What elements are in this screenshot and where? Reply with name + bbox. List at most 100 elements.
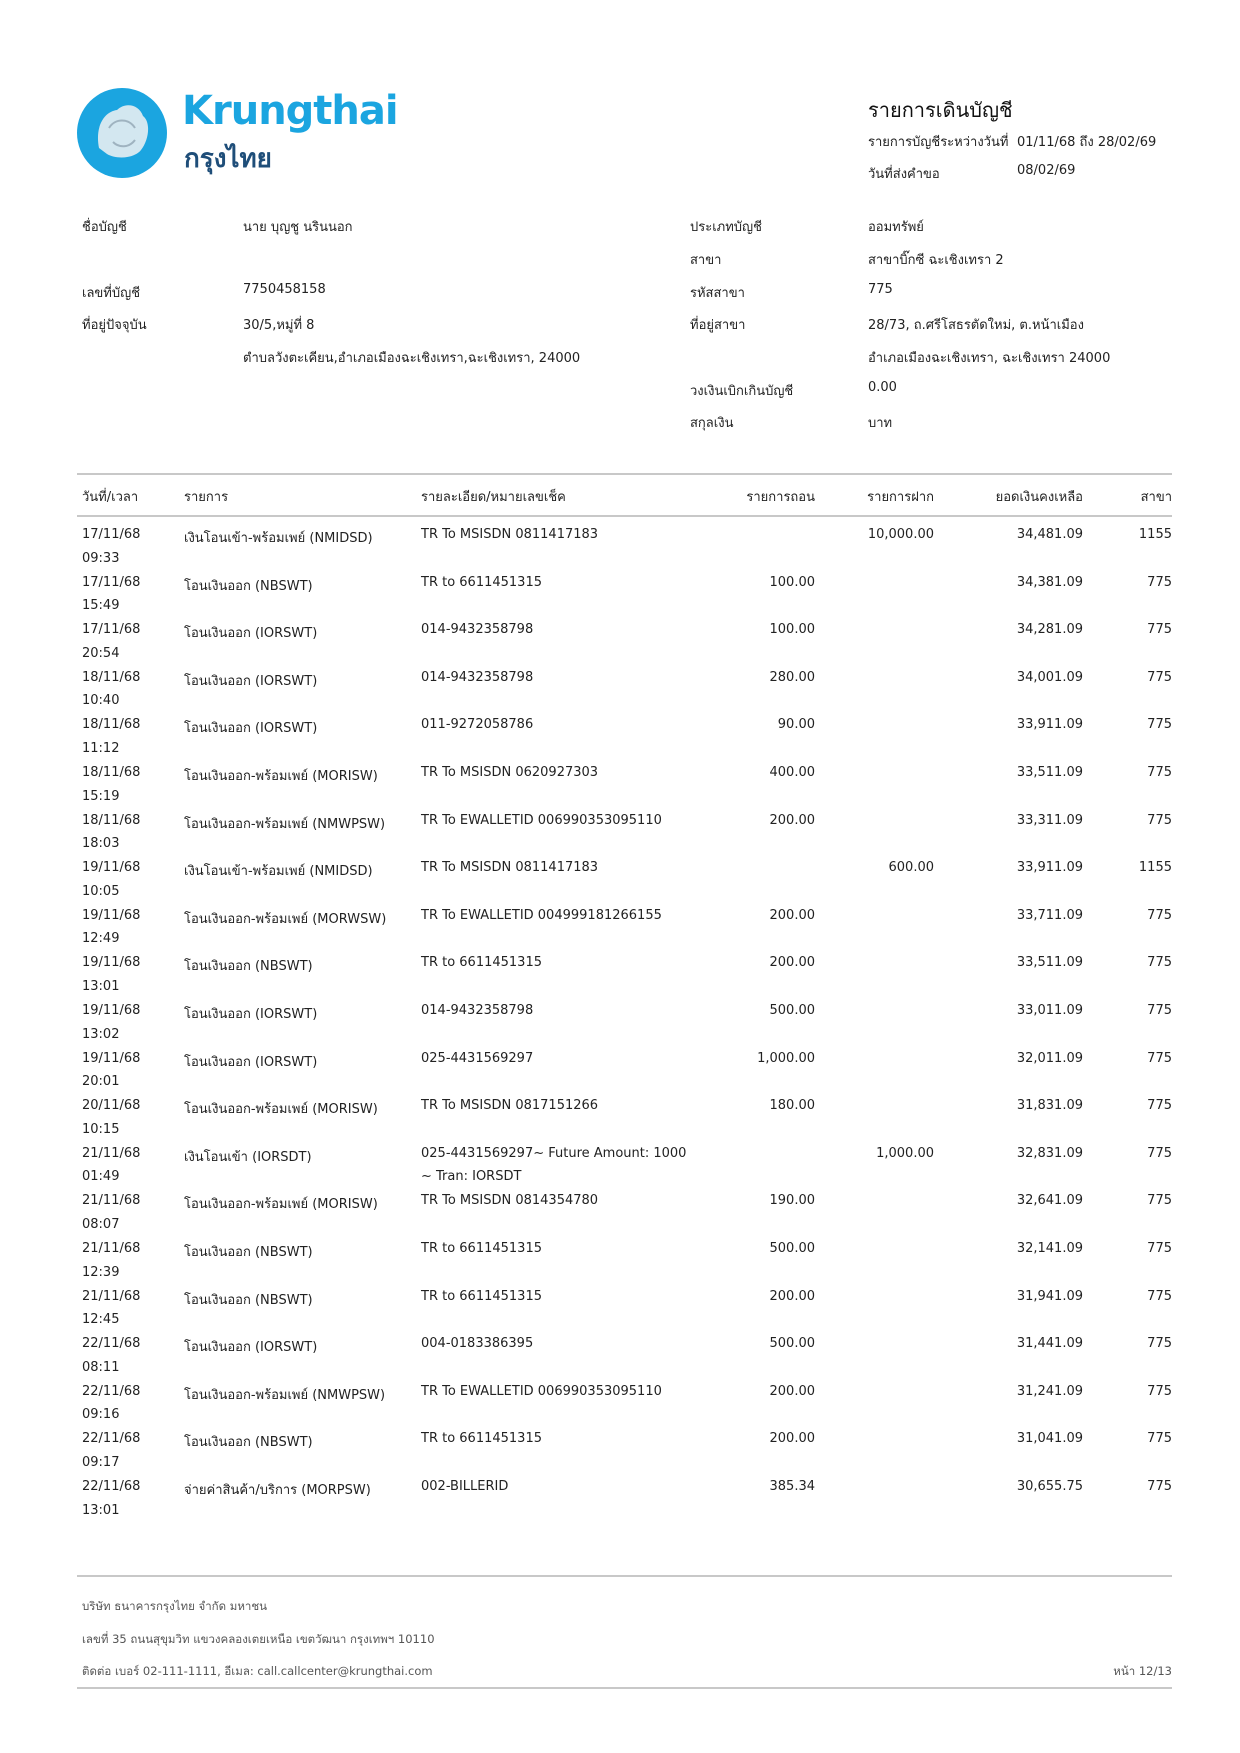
row-date: 21/11/68 [82,1241,141,1256]
table-row: 17/11/68 15:49 โอนเงินออก (NBSWT) TR to 661… [0,575,1240,623]
account-number-label: เลขที่บัญชี [82,286,141,301]
row-balance: 33,711.09 [1016,907,1083,923]
row-time: 10:40 [82,693,120,709]
row-detail: 025-4431569297 [421,1050,534,1066]
row-detail: TR To EWALLETID 006990353095110 [421,812,662,828]
overdraft-value: 0.00 [868,380,897,395]
row-branch: 775 [1147,765,1172,780]
table-row: 21/11/68 01:49 เงินโอนเข้า (IORSDT) 025-443… [0,1146,1240,1194]
row-branch: 775 [1147,1336,1172,1352]
row-deposit: 600.00 [888,860,935,876]
row-withdraw: 100.00 [769,574,816,590]
col-header-balance: ยอดเงินคงเหลือ [995,490,1083,505]
row-branch: 775 [1147,1383,1172,1399]
row-branch: 775 [1147,955,1172,971]
row-time: 09:17 [82,1454,120,1470]
branch-address-line1: 28/73, ถ.ศรีโสธรตัดใหม่, ต.หน้าเมือง [868,318,1084,333]
row-branch: 1155 [1138,860,1172,876]
col-header-branch: สาขา [1140,490,1172,505]
row-balance: 33,911.09 [1016,860,1083,876]
footer-contact: ติดต่อ เบอร์ 02-111-1111, อีเมล: call.ca… [82,1664,433,1678]
branch-label: สาขา [690,253,722,268]
account-name-label: ชื่อบัญชี [82,220,127,235]
row-date: 18/11/68 [82,717,141,733]
footer-top-divider [77,1575,1172,1577]
table-row: 20/11/68 10:15 โอนเงินออก-พร้อมเพย์ (MORIS… [0,1098,1240,1146]
table-row: 18/11/68 18:03 โอนเงินออก-พร้อมเพย์ (NMWPS… [0,813,1240,861]
account-type-value: ออมทรัพย์ [868,220,924,235]
row-detail: TR To EWALLETID 006990353095110 [421,1383,662,1399]
table-row: 17/11/68 20:54 โอนเงินออก (IORSWT) 014-9432… [0,622,1240,670]
footer-bottom-divider [77,1687,1172,1689]
row-date: 19/11/68 [82,1003,141,1018]
row-balance: 34,381.09 [1016,574,1083,590]
row-branch: 775 [1147,1193,1172,1209]
row-date: 19/11/68 [82,907,141,923]
row-balance: 34,281.09 [1016,622,1083,638]
row-branch: 775 [1147,669,1172,685]
col-header-deposit: รายการฝาก [867,490,934,505]
row-branch: 775 [1147,1050,1172,1066]
row-deposit: 10,000.00 [867,527,934,542]
currency-value: บาท [868,416,893,431]
row-withdraw: 400.00 [769,765,816,780]
row-time: 15:49 [82,598,120,614]
account-number-value: 7750458158 [243,282,326,297]
footer-company: บริษัท ธนาคารกรุงไทย จำกัด มหาชน [82,1599,268,1613]
row-branch: 775 [1147,1241,1172,1256]
table-row: 19/11/68 20:01 โอนเงินออก (IORSWT) 025-4431… [0,1051,1240,1099]
row-detail: TR to 6611451315 [421,1288,542,1304]
row-branch: 775 [1147,1098,1172,1114]
row-branch: 775 [1147,1431,1172,1447]
table-row: 19/11/68 13:01 โอนเงินออก (NBSWT) TR to 661… [0,955,1240,1003]
row-withdraw: 190.00 [769,1193,816,1209]
row-date: 18/11/68 [82,765,141,780]
row-detail: 011-9272058786 [421,717,534,733]
row-date: 22/11/68 [82,1336,141,1352]
row-description: โอนเงินออก-พร้อมเพย์ (MORISW) [184,1102,378,1118]
overdraft-label: วงเงินเบิกเกินบัญชี [690,384,794,399]
row-balance: 32,011.09 [1016,1050,1083,1066]
row-detail: 002-BILLERID [421,1479,509,1494]
row-date: 18/11/68 [82,669,141,685]
row-withdraw: 90.00 [777,717,815,733]
table-row: 22/11/68 09:16 โอนเงินออก-พร้อมเพย์ (NMWPS… [0,1384,1240,1432]
account-type-label: ประเภทบัญชี [690,220,762,235]
table-top-divider [77,473,1172,475]
row-detail-continued: ~ Tran: IORSDT [421,1169,522,1185]
row-detail: TR to 6611451315 [421,1431,542,1447]
row-time: 13:01 [82,978,120,994]
row-withdraw: 100.00 [769,622,816,638]
row-description: โอนเงินออก (IORSWT) [184,673,318,689]
row-date: 22/11/68 [82,1431,141,1447]
table-row: 19/11/68 13:02 โอนเงินออก (IORSWT) 014-9432… [0,1003,1240,1051]
row-date: 21/11/68 [82,1288,141,1304]
row-balance: 32,141.09 [1016,1241,1083,1256]
row-date: 21/11/68 [82,1193,141,1209]
row-time: 11:12 [82,740,120,756]
row-time: 08:11 [82,1359,120,1375]
row-withdraw: 180.00 [769,1098,816,1114]
row-description: โอนเงินออก-พร้อมเพย์ (MORISW) [184,1197,378,1213]
row-detail: TR to 6611451315 [421,955,542,971]
currency-label: สกุลเงิน [690,416,734,431]
row-time: 20:01 [82,1074,120,1090]
row-detail: 014-9432358798 [421,1003,534,1018]
row-detail: TR To MSISDN 0811417183 [421,527,599,542]
row-date: 17/11/68 [82,622,141,638]
row-balance: 31,441.09 [1016,1336,1083,1352]
row-time: 20:54 [82,645,120,661]
row-detail: 004-0183386395 [421,1336,534,1352]
address-label: ที่อยู่ปัจจุบัน [82,318,147,333]
row-time: 12:45 [82,1312,120,1328]
row-date: 18/11/68 [82,812,141,828]
row-branch: 1155 [1138,527,1172,542]
row-description: โอนเงินออก-พร้อมเพย์ (NMWPSW) [184,1387,386,1403]
row-balance: 33,011.09 [1016,1003,1083,1018]
statement-title: รายการเดินบัญชี [868,98,1013,122]
row-time: 13:02 [82,1026,120,1042]
row-detail: TR To MSISDN 0817151266 [421,1098,599,1114]
row-branch: 775 [1147,907,1172,923]
table-row: 19/11/68 10:05 เงินโอนเข้า-พร้อมเพย์ (NMID… [0,860,1240,908]
row-description: เงินโอนเข้า-พร้อมเพย์ (NMIDSD) [184,531,373,546]
